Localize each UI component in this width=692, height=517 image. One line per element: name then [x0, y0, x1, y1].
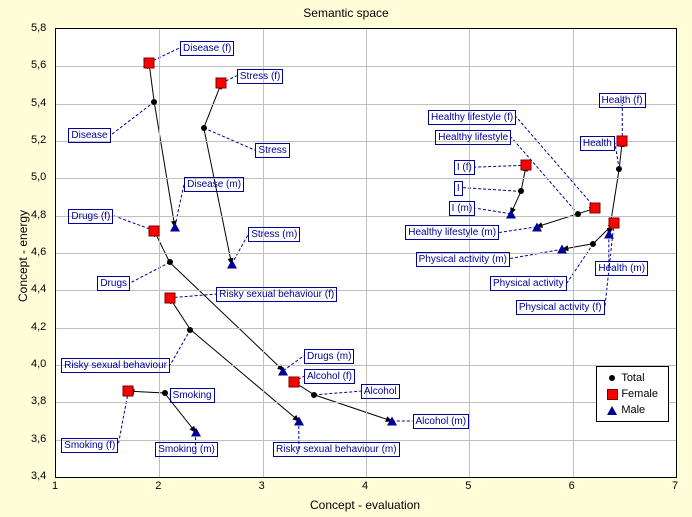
x-axis-title: Concept - evaluation — [310, 498, 420, 512]
y-axis-title: Concept - energy — [16, 210, 30, 302]
data-point-circle — [590, 241, 596, 247]
x-tick-label: 4 — [362, 480, 368, 492]
data-point-square — [149, 225, 160, 236]
point-label: I (m) — [449, 201, 476, 216]
y-tick-label: 3,4 — [31, 470, 46, 482]
y-tick-label: 5,6 — [31, 59, 46, 71]
data-point-triangle — [227, 260, 237, 269]
point-label: Healthy lifestyle (m) — [405, 225, 499, 240]
y-tick-label: 4,6 — [31, 246, 46, 258]
point-label: Smoking (m) — [155, 442, 218, 457]
x-tick-label: 2 — [155, 480, 161, 492]
x-tick-label: 5 — [465, 480, 471, 492]
point-label: Risky sexual behaviour — [61, 358, 170, 373]
point-label: Alcohol (m) — [413, 414, 470, 429]
y-tick-label: 4,2 — [31, 321, 46, 333]
point-label: Smoking (f) — [61, 438, 118, 453]
data-point-square — [609, 218, 620, 229]
data-point-circle — [167, 259, 173, 265]
point-label: Stress — [255, 143, 289, 158]
point-label: Alcohol (f) — [304, 369, 355, 384]
data-point-triangle — [294, 417, 304, 426]
data-point-circle — [187, 327, 193, 333]
legend-label: Total — [621, 372, 644, 384]
x-tick-label: 3 — [259, 480, 265, 492]
point-label: Health — [580, 136, 615, 151]
data-point-square — [164, 292, 175, 303]
point-label: I (f) — [454, 160, 475, 175]
data-point-square — [288, 376, 299, 387]
y-tick-label: 5,0 — [31, 171, 46, 183]
data-point-circle — [201, 125, 207, 131]
point-label: Risky sexual behaviour (m) — [273, 442, 400, 457]
point-label: Alcohol — [361, 384, 400, 399]
data-point-circle — [151, 99, 157, 105]
y-tick-label: 5,2 — [31, 134, 46, 146]
data-point-square — [521, 160, 532, 171]
plot-area: Disease (f) Disease Disease (m) Stress (f) S… — [55, 28, 677, 478]
data-point-triangle — [604, 230, 614, 239]
point-label: Health (f) — [599, 93, 646, 108]
point-label: Physical activity — [490, 276, 567, 291]
data-point-circle — [616, 166, 622, 172]
y-tick-label: 3,8 — [31, 395, 46, 407]
point-label: Healthy lifestyle — [435, 130, 511, 145]
point-label: Disease (f) — [180, 41, 234, 56]
x-tick-label: 7 — [672, 480, 678, 492]
point-label: Drugs (m) — [304, 349, 354, 364]
data-point-circle — [518, 188, 524, 194]
legend-item-total: Total — [603, 370, 658, 386]
y-tick-label: 4,4 — [31, 283, 46, 295]
point-label: Risky sexual behaviour (f) — [216, 287, 337, 302]
point-label: Drugs (f) — [68, 209, 113, 224]
data-point-circle — [162, 390, 168, 396]
data-point-square — [216, 78, 227, 89]
y-tick-label: 4,8 — [31, 209, 46, 221]
point-label: Disease (m) — [184, 177, 244, 192]
point-label: Stress (m) — [248, 227, 300, 242]
data-point-triangle — [532, 222, 542, 231]
point-label: Drugs — [97, 276, 130, 291]
data-point-triangle — [387, 417, 397, 426]
x-tick-label: 6 — [569, 480, 575, 492]
legend-item-female: Female — [603, 386, 658, 402]
y-tick-label: 4,0 — [31, 358, 46, 370]
y-tick-label: 5,4 — [31, 97, 46, 109]
point-label: Physical activity (f) — [516, 300, 605, 315]
data-point-triangle — [170, 222, 180, 231]
point-label: Physical activity (m) — [416, 252, 510, 267]
y-tick-label: 3,6 — [31, 433, 46, 445]
data-point-square — [617, 136, 628, 147]
data-point-circle — [311, 392, 317, 398]
legend-item-male: Male — [603, 402, 658, 418]
legend-label: Female — [621, 388, 658, 400]
data-point-square — [590, 203, 601, 214]
data-point-circle — [575, 211, 581, 217]
data-point-square — [144, 57, 155, 68]
data-point-triangle — [506, 209, 516, 218]
point-label: Stress (f) — [237, 69, 284, 84]
legend-label: Male — [621, 404, 645, 416]
data-point-triangle — [191, 428, 201, 437]
legend: Total Female Male — [596, 366, 669, 422]
x-tick-label: 1 — [52, 480, 58, 492]
point-label: Disease — [68, 128, 110, 143]
data-point-triangle — [278, 366, 288, 375]
point-label: I — [454, 181, 463, 196]
point-label: Healthy lifestyle (f) — [428, 110, 516, 125]
point-label: Health (m) — [595, 261, 648, 276]
point-label: Smoking — [170, 388, 215, 403]
data-point-triangle — [557, 245, 567, 254]
data-point-square — [123, 386, 134, 397]
chart-title: Semantic space — [303, 6, 388, 20]
y-tick-label: 5,8 — [31, 22, 46, 34]
semantic-space-chart: Semantic space Disease (f)DiseaseDisease… — [0, 0, 692, 517]
